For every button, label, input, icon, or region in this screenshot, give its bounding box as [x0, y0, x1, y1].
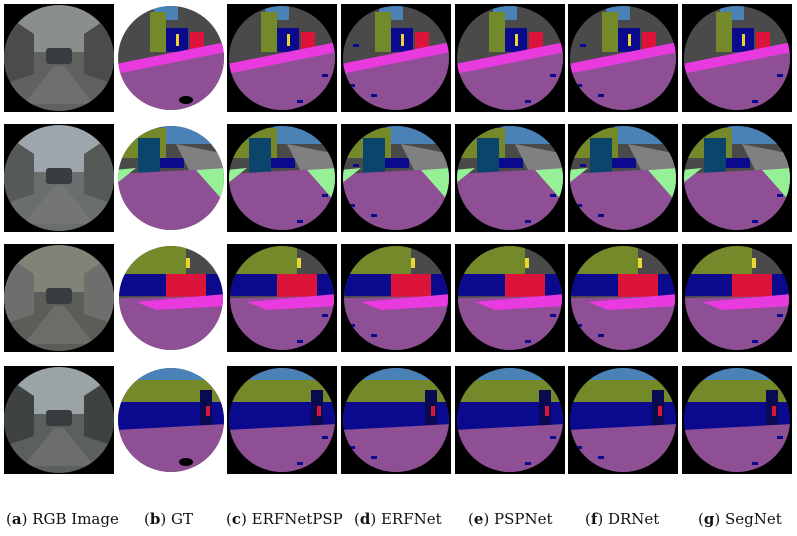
fisheye-photo — [4, 366, 114, 474]
segmentation-panel — [568, 124, 678, 232]
rgb-image-panel — [4, 366, 114, 474]
segmentation-panel — [455, 244, 565, 352]
segmentation-map — [227, 124, 337, 232]
segmentation-map — [116, 366, 226, 474]
segmentation-panel — [341, 4, 451, 112]
segmentation-panel — [568, 244, 678, 352]
segmentation-map — [568, 244, 678, 352]
segmentation-panel — [682, 366, 792, 474]
figure-row — [0, 4, 797, 112]
segmentation-panel — [116, 244, 226, 352]
rgb-image-panel — [4, 124, 114, 232]
segmentation-panel — [682, 124, 792, 232]
segmentation-panel — [227, 124, 337, 232]
segmentation-panel — [116, 366, 226, 474]
segmentation-panel — [455, 366, 565, 474]
segmentation-map — [227, 366, 337, 474]
segmentation-panel — [341, 244, 451, 352]
caption-c: (c) ERFNetPSP — [226, 510, 343, 528]
segmentation-map — [341, 244, 451, 352]
segmentation-map — [568, 4, 678, 112]
fisheye-photo — [4, 244, 114, 352]
segmentation-panel — [455, 4, 565, 112]
segmentation-map — [116, 4, 226, 112]
caption-b: (b) GT — [144, 510, 193, 528]
segmentation-panel — [568, 4, 678, 112]
segmentation-panel — [455, 124, 565, 232]
segmentation-panel — [227, 244, 337, 352]
segmentation-panel — [341, 124, 451, 232]
segmentation-map — [682, 366, 792, 474]
rgb-image-panel — [4, 4, 114, 112]
segmentation-map — [227, 244, 337, 352]
fisheye-photo — [4, 4, 114, 112]
fisheye-photo — [4, 124, 114, 232]
figure-row — [0, 244, 797, 352]
segmentation-map — [682, 244, 792, 352]
caption-d: (d) ERFNet — [354, 510, 442, 528]
segmentation-map — [455, 124, 565, 232]
segmentation-map — [341, 366, 451, 474]
segmentation-panel — [682, 244, 792, 352]
segmentation-panel — [682, 4, 792, 112]
segmentation-panel — [116, 124, 226, 232]
segmentation-panel — [568, 366, 678, 474]
segmentation-map — [455, 244, 565, 352]
segmentation-map — [227, 4, 337, 112]
segmentation-panel — [227, 366, 337, 474]
segmentation-map — [455, 366, 565, 474]
figure-row — [0, 366, 797, 474]
rgb-image-panel — [4, 244, 114, 352]
segmentation-map — [341, 124, 451, 232]
segmentation-map — [455, 4, 565, 112]
segmentation-map — [341, 4, 451, 112]
segmentation-map — [682, 124, 792, 232]
caption-e: (e) PSPNet — [468, 510, 553, 528]
caption-f: (f) DRNet — [585, 510, 660, 528]
caption-g: (g) SegNet — [698, 510, 782, 528]
segmentation-map — [116, 124, 226, 232]
segmentation-map — [568, 124, 678, 232]
segmentation-map — [568, 366, 678, 474]
segmentation-panel — [227, 4, 337, 112]
caption-a: (a) RGB Image — [6, 510, 119, 528]
segmentation-panel — [116, 4, 226, 112]
figure-row — [0, 124, 797, 232]
segmentation-map — [682, 4, 792, 112]
segmentation-map — [116, 244, 226, 352]
segmentation-panel — [341, 366, 451, 474]
